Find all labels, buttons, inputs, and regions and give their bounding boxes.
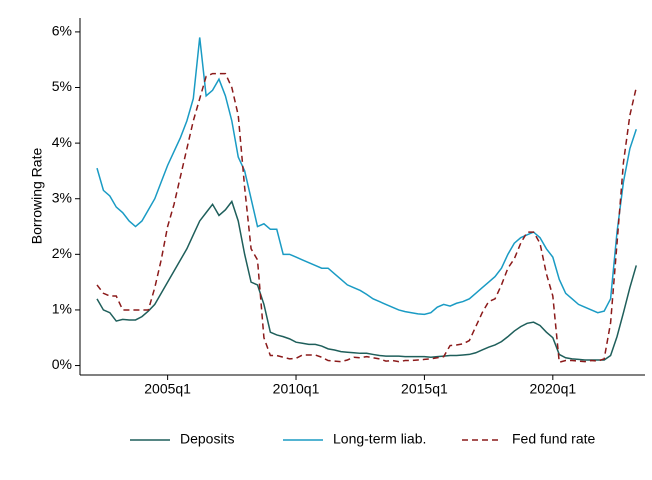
y-tick-label: 5% [52, 78, 72, 94]
y-tick-label: 2% [52, 245, 72, 261]
legend-label: Fed fund rate [512, 431, 595, 447]
y-tick-label: 1% [52, 301, 72, 317]
x-tick-label: 2015q1 [401, 381, 448, 397]
series-line [96, 37, 637, 316]
legend-label: Deposits [180, 431, 234, 447]
x-tick-label: 2005q1 [144, 381, 191, 397]
y-axis-label: Borrowing Rate [29, 148, 45, 245]
legend-label: Long-term liab. [333, 431, 426, 447]
series-line [96, 72, 638, 364]
y-tick-label: 0% [52, 356, 72, 372]
x-tick-label: 2020q1 [529, 381, 576, 397]
y-tick-label: 3% [52, 189, 72, 205]
y-tick-label: 6% [52, 23, 72, 39]
series-line [96, 199, 638, 361]
y-tick-label: 4% [52, 134, 72, 150]
x-tick-label: 2010q1 [273, 381, 320, 397]
